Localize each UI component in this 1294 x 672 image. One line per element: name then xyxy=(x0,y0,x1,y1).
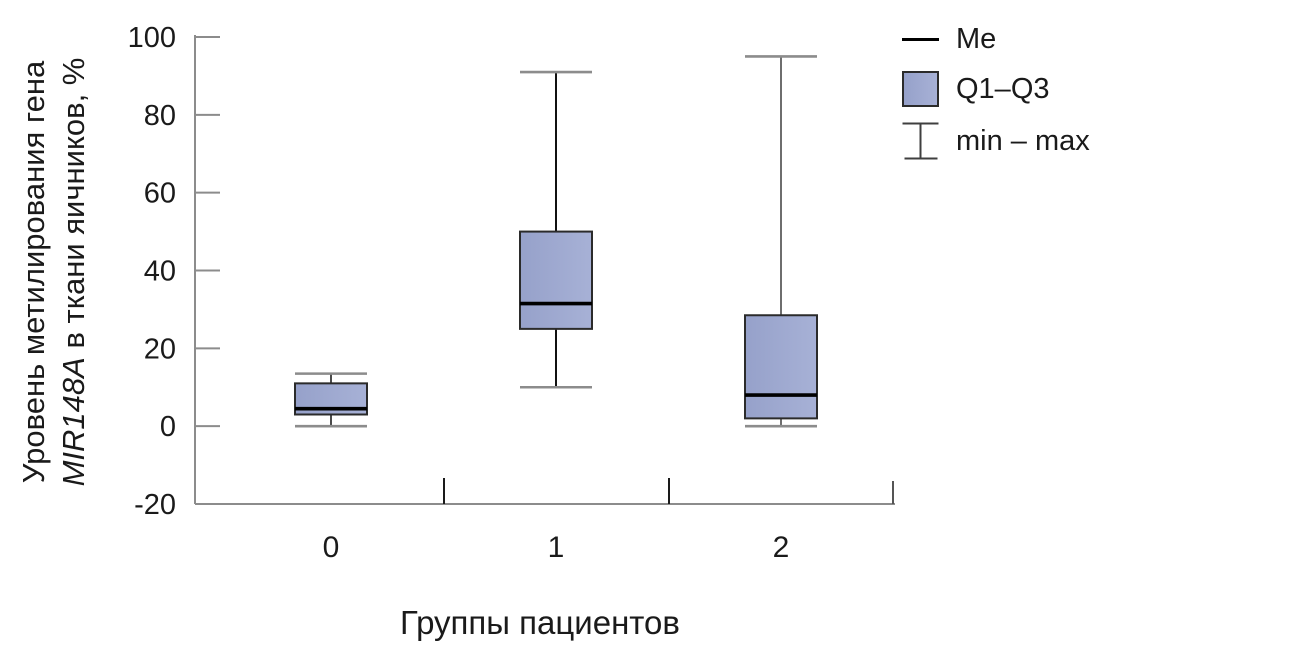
y-axis-title-line2-rest: в ткани яичников, % xyxy=(56,57,91,358)
box-group-2 xyxy=(744,55,818,428)
min-max-whisker-icon xyxy=(902,122,939,160)
quartile-box xyxy=(744,314,818,420)
legend-item-quartile-box: Q1–Q3 xyxy=(902,71,1050,107)
box-group-0 xyxy=(294,372,368,428)
y-tick-label: 0 xyxy=(160,411,176,443)
y-tick-label: 40 xyxy=(144,256,176,288)
median-line-icon xyxy=(902,37,939,41)
y-tick-label: 60 xyxy=(144,178,176,210)
y-axis-title-line1: Уровень метилирования гена xyxy=(16,60,51,484)
legend-label-quartiles: Q1–Q3 xyxy=(956,72,1050,105)
x-category-label: 2 xyxy=(773,531,790,564)
quartile-box-icon xyxy=(902,71,939,107)
legend-item-minmax: min – max xyxy=(902,121,1090,161)
legend-item-median: Me xyxy=(902,23,996,55)
y-axis-title: Уровень метилирования гена MIR148A в тка… xyxy=(14,12,94,532)
x-category-label: 0 xyxy=(323,531,340,564)
legend-label-median: Me xyxy=(956,22,997,55)
legend: Me Q1–Q3 min – max xyxy=(902,0,1242,180)
y-tick-label: 20 xyxy=(144,333,176,365)
y-tick-label: -20 xyxy=(134,489,176,521)
x-axis-title: Группы пациентов xyxy=(400,604,680,641)
y-axis-title-gene-name: MIR148A xyxy=(56,357,91,487)
quartile-box xyxy=(519,230,593,330)
y-ticks: -20 0 20 40 60 80 100 xyxy=(128,22,220,521)
box-group-1 xyxy=(519,70,593,389)
y-tick-label: 80 xyxy=(144,100,176,132)
legend-label-minmax: min – max xyxy=(956,124,1090,157)
y-tick-label: 100 xyxy=(128,22,176,54)
x-category-label: 1 xyxy=(548,531,565,564)
x-ticks: 0 1 2 xyxy=(323,478,894,564)
